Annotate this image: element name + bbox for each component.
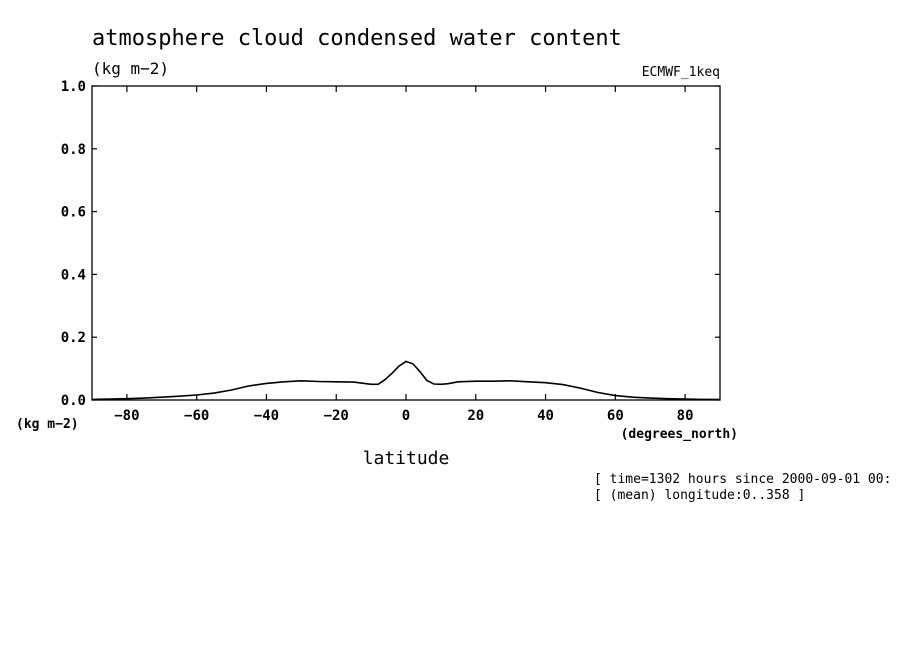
x-tick-label: 60 <box>607 408 624 424</box>
model-label: ECMWF_1keq <box>642 65 720 80</box>
y-tick-label: 0.0 <box>61 393 86 409</box>
x-tick-label: −40 <box>254 408 279 424</box>
x-tick-label: 20 <box>467 408 484 424</box>
x-tick-label: −60 <box>184 408 209 424</box>
data-line <box>91 360 720 401</box>
x-tick-label: 80 <box>677 408 694 424</box>
y-axis: 0.0 0.2 0.4 0.6 0.8 1.0 <box>61 79 720 409</box>
plot-frame <box>91 85 721 401</box>
y-tick-label: 0.2 <box>61 330 86 346</box>
x-axis: −80 −60 −40 −20 0 20 40 60 80 <box>114 86 694 424</box>
time-note: [ time=1302 hours since 2000-09-01 00: <box>594 472 891 487</box>
longitude-note: [ (mean) longitude:0..358 ] <box>594 488 805 503</box>
x-axis-title: latitude <box>363 448 450 469</box>
x-tick-label: −20 <box>324 408 349 424</box>
x-tick-label: 0 <box>402 408 410 424</box>
y-tick-label: 1.0 <box>61 79 86 95</box>
y-tick-label: 0.6 <box>61 205 86 221</box>
x-tick-label: −80 <box>114 408 139 424</box>
y-tick-label: 0.8 <box>61 142 86 158</box>
title-units-label: (kg m−2) <box>92 59 169 78</box>
y-units-label: (kg m−2) <box>16 417 79 432</box>
chart-title: atmosphere cloud condensed water content <box>92 26 622 51</box>
x-units-label: (degrees_north) <box>621 427 738 442</box>
y-tick-label: 0.4 <box>61 267 86 283</box>
x-tick-label: 40 <box>537 408 554 424</box>
